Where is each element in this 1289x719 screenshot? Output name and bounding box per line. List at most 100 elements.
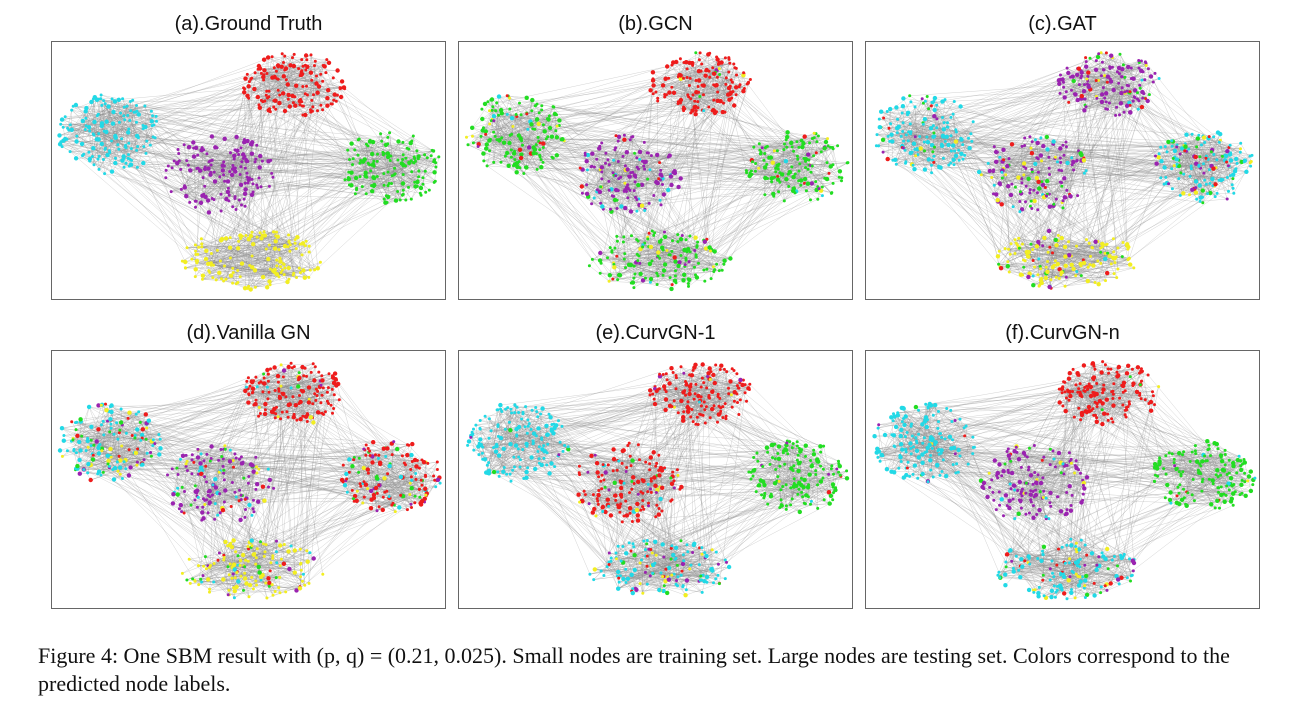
- graph-node: [1014, 554, 1018, 558]
- graph-node: [89, 444, 93, 448]
- graph-node: [658, 372, 662, 376]
- graph-node: [250, 254, 254, 258]
- graph-node: [191, 140, 196, 145]
- graph-node: [834, 486, 838, 490]
- graph-node: [1139, 367, 1143, 371]
- graph-node: [676, 473, 680, 477]
- graph-node: [656, 96, 660, 100]
- graph-node: [503, 427, 507, 431]
- graph-node: [641, 245, 645, 249]
- graph-node: [250, 391, 254, 395]
- graph-node: [505, 472, 509, 476]
- graph-node: [208, 587, 212, 591]
- graph-node: [531, 441, 535, 445]
- graph-node: [694, 109, 698, 113]
- graph-node: [782, 148, 786, 152]
- graph-node: [512, 164, 515, 168]
- graph-node: [949, 134, 953, 138]
- graph-node: [513, 149, 516, 153]
- graph-node: [615, 239, 619, 243]
- graph-node: [1041, 553, 1045, 557]
- graph-node: [235, 246, 241, 251]
- graph-node: [727, 70, 731, 74]
- graph-node: [611, 469, 615, 473]
- graph-node: [809, 170, 813, 174]
- graph-node: [590, 510, 595, 515]
- graph-node: [342, 483, 348, 488]
- graph-node: [536, 415, 540, 419]
- graph-node: [675, 579, 678, 583]
- graph-node: [952, 163, 956, 167]
- graph-node: [254, 455, 258, 459]
- graph-node: [242, 286, 248, 291]
- graph-node: [797, 509, 802, 515]
- graph-node: [509, 116, 515, 121]
- graph-node: [654, 464, 658, 468]
- graph-node: [596, 499, 600, 503]
- graph-node: [538, 141, 542, 145]
- graph-node: [1045, 178, 1050, 184]
- graph-node: [284, 395, 288, 399]
- graph-node: [335, 378, 338, 382]
- graph-node: [914, 154, 918, 158]
- graph-node: [1134, 389, 1140, 395]
- graph-node: [291, 415, 296, 420]
- graph-node: [472, 427, 475, 431]
- graph-node: [1199, 472, 1203, 476]
- graph-node: [616, 272, 622, 278]
- graph-node: [724, 417, 728, 421]
- graph-node: [377, 483, 381, 487]
- graph-node: [238, 488, 242, 492]
- graph-node: [845, 161, 849, 165]
- graph-node: [1230, 183, 1234, 187]
- graph-node: [534, 406, 538, 409]
- graph-node: [1103, 363, 1107, 367]
- graph-node: [658, 161, 662, 165]
- graph-node: [1117, 72, 1121, 76]
- graph-node: [801, 495, 805, 499]
- graph-node: [593, 453, 597, 457]
- graph-node: [789, 140, 794, 146]
- graph-node: [635, 252, 639, 256]
- graph-node: [945, 407, 949, 410]
- graph-node: [197, 583, 201, 587]
- panel-e: (e).CurvGN-1: [458, 319, 853, 609]
- graph-node: [705, 386, 709, 390]
- graph-node: [1212, 153, 1216, 156]
- graph-node: [347, 470, 351, 474]
- graph-node: [612, 194, 616, 198]
- graph-node: [597, 147, 601, 151]
- graph-node: [484, 142, 489, 147]
- graph-node: [466, 143, 470, 147]
- graph-node: [222, 468, 226, 472]
- graph-node: [417, 169, 421, 173]
- graph-node: [877, 423, 881, 427]
- graph-node: [1004, 173, 1008, 177]
- graph-node: [792, 149, 796, 153]
- graph-node: [1011, 497, 1015, 501]
- graph-node: [632, 173, 637, 178]
- graph-node: [242, 90, 247, 95]
- graph-node: [655, 283, 659, 286]
- graph-node: [423, 169, 427, 173]
- graph-node: [1077, 387, 1081, 391]
- graph-node: [1055, 495, 1059, 499]
- graph-node: [1043, 275, 1048, 281]
- graph-node: [1108, 79, 1114, 84]
- graph-node: [920, 460, 925, 465]
- graph-node: [1094, 413, 1097, 417]
- graph-node: [885, 110, 889, 113]
- graph-node: [254, 398, 258, 402]
- graph-node: [1049, 504, 1053, 508]
- graph-node: [319, 383, 323, 387]
- graph-node: [714, 577, 718, 581]
- graph-node: [397, 505, 402, 510]
- graph-node: [1008, 192, 1014, 198]
- graph-node: [827, 171, 831, 175]
- graph-node: [998, 576, 1002, 580]
- graph-node: [595, 470, 600, 475]
- graph-node: [472, 448, 476, 452]
- graph-node: [684, 393, 688, 397]
- graph-node: [778, 464, 782, 468]
- panel-f: (f).CurvGN-n: [865, 319, 1260, 609]
